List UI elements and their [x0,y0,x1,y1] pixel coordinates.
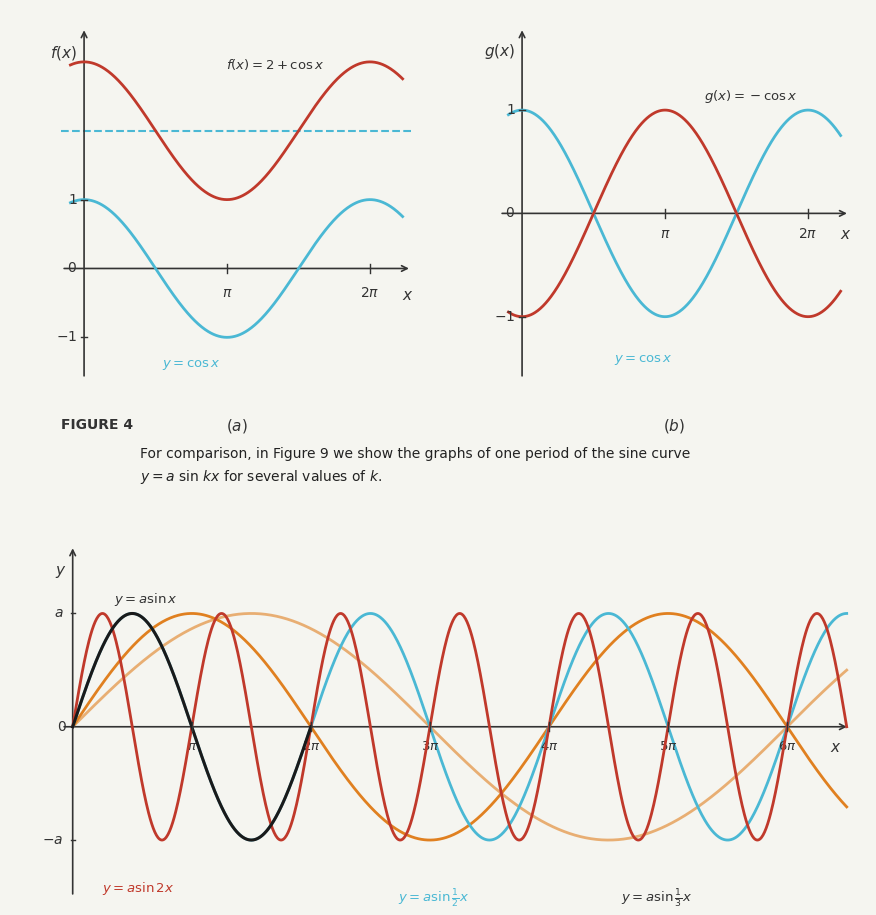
Text: $y$: $y$ [55,564,67,579]
Line: sin_x: sin_x [73,613,847,840]
Text: $-a$: $-a$ [42,833,63,847]
sin_2x [672,670,682,681]
sin_x [146,622,157,633]
Text: $y = \cos x$: $y = \cos x$ [162,358,221,372]
Text: $0$: $0$ [57,720,67,734]
sin_x [842,608,852,619]
Text: $-1$: $-1$ [494,309,515,324]
sin_2x [842,721,852,732]
Text: $3\pi$: $3\pi$ [420,740,439,753]
Text: $g(x)$: $g(x)$ [484,42,515,61]
sin_x [67,721,78,732]
Text: $f(x) = 2 + \cos x$: $f(x) = 2 + \cos x$ [226,58,324,72]
Text: $g(x) = -\cos x$: $g(x) = -\cos x$ [704,88,798,105]
Text: $y = a\sin \frac{1}{3}x$: $y = a\sin \frac{1}{3}x$ [621,888,692,910]
Text: $\pi$: $\pi$ [187,740,197,753]
Text: $4\pi$: $4\pi$ [540,740,558,753]
Text: $y = a\sin \frac{1}{2}x$: $y = a\sin \frac{1}{2}x$ [398,888,470,910]
Text: $x$: $x$ [840,227,851,242]
Text: $0$: $0$ [505,207,515,221]
Text: $1$: $1$ [67,193,77,207]
sin_2x [600,700,611,711]
Text: $2\pi$: $2\pi$ [798,227,817,241]
sin_x [600,608,611,619]
Text: $-1$: $-1$ [56,330,77,344]
Text: $\pi$: $\pi$ [222,285,232,300]
Text: FIGURE 4: FIGURE 4 [61,418,133,432]
Text: $x$: $x$ [830,740,842,756]
sin_x [408,674,419,685]
Text: $y = \cos x$: $y = \cos x$ [614,353,673,367]
sin_2x [409,804,420,815]
sin_2x [693,608,703,619]
Text: $y = a\sin x$: $y = a\sin x$ [115,591,178,608]
Text: $2\pi$: $2\pi$ [360,285,379,300]
Text: $(a)$: $(a)$ [226,417,247,436]
Text: $0$: $0$ [67,262,77,275]
Text: $(b)$: $(b)$ [663,417,686,436]
Text: $\pi$: $\pi$ [660,227,670,241]
Text: $f(x)$: $f(x)$ [50,44,77,62]
sin_x [672,748,682,759]
Text: $a$: $a$ [53,607,63,620]
sin_x [380,617,391,628]
sin_2x [686,616,696,627]
sin_2x [146,818,157,829]
Text: $1$: $1$ [505,103,515,117]
Text: $2\pi$: $2\pi$ [301,740,320,753]
sin_2x [276,834,286,845]
Text: $x$: $x$ [402,287,413,303]
Text: For comparison, in Figure 9 we show the graphs of one period of the sine curve
$: For comparison, in Figure 9 we show the … [140,447,690,487]
Text: $y = a\sin 2x$: $y = a\sin 2x$ [102,879,174,897]
sin_2x [381,806,392,817]
sin_2x [67,721,78,732]
sin_x [686,786,696,797]
Line: sin_2x: sin_2x [73,613,847,840]
sin_x [484,834,495,845]
Text: $5\pi$: $5\pi$ [659,740,677,753]
Text: $6\pi$: $6\pi$ [778,740,796,753]
